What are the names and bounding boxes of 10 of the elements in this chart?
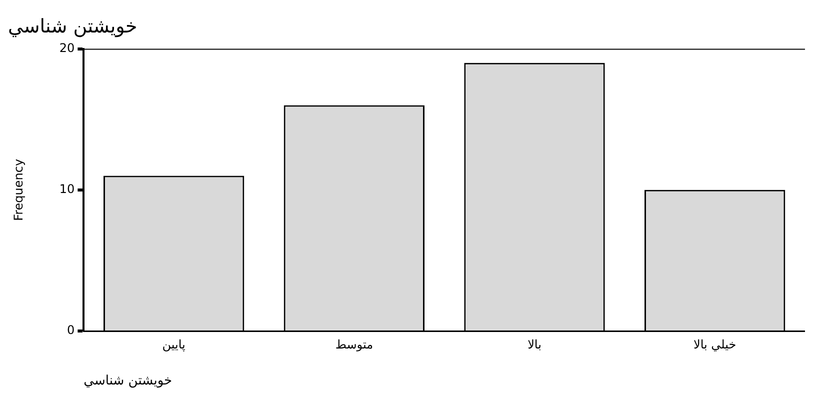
y-tick-label: 0: [67, 323, 75, 338]
y-tick-label: 20: [59, 40, 75, 55]
x-tick-label: بالا: [528, 337, 542, 352]
x-tick-label: خيلي بالا: [694, 337, 736, 352]
x-tick-label: متوسط: [335, 337, 374, 352]
y-tick-label: 10: [59, 182, 75, 196]
x-tick-label: پايين: [162, 337, 186, 352]
chart-title: خويشتن شناسي: [8, 15, 138, 38]
x-axis-title: خويشتن شناسي: [84, 374, 172, 389]
y-axis-title: Frequency: [11, 158, 26, 221]
